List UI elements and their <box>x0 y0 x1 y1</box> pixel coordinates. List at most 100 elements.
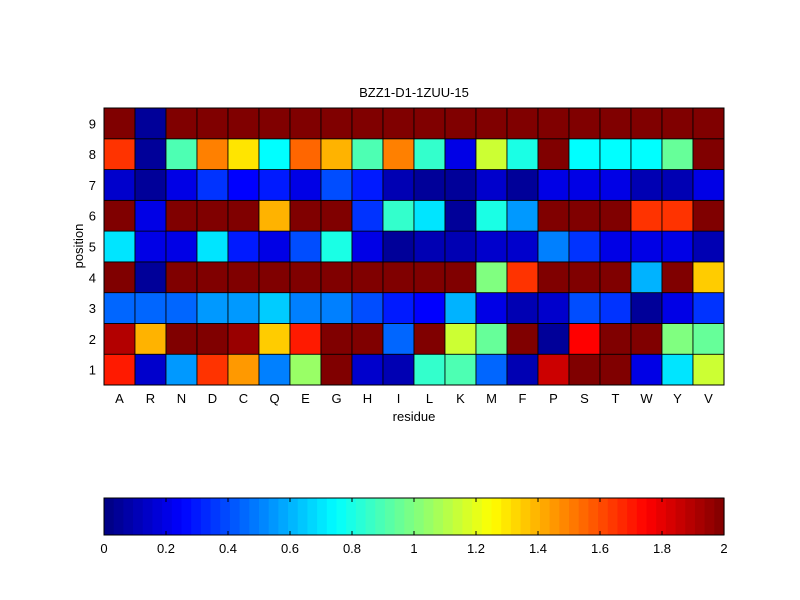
colorbar-segment <box>288 498 299 535</box>
heatmap-cell-Y-7 <box>661 169 694 201</box>
heatmap-cell-I-2 <box>382 323 415 355</box>
colorbar-segment <box>210 498 221 535</box>
heatmap-cell-N-5 <box>165 230 198 263</box>
heatmap-cell-F-8 <box>506 138 539 170</box>
colorbar-tick-label: 0 <box>100 541 107 556</box>
colorbar-segment <box>375 498 386 535</box>
heatmap-cell-A-4 <box>103 261 136 294</box>
heatmap-cell-Q-5 <box>258 230 291 263</box>
heatmap-cell-F-5 <box>506 230 539 263</box>
x-tick-label: M <box>486 391 497 406</box>
heatmap-cell-M-3 <box>475 292 508 324</box>
heatmap-cell-W-9 <box>630 107 663 140</box>
x-axis-label: residue <box>393 409 436 424</box>
chart-title: BZZ1-D1-1ZUU-15 <box>359 85 469 100</box>
colorbar-segment <box>539 498 551 535</box>
y-tick-label: 2 <box>89 332 96 347</box>
heatmap-cell-R-6 <box>134 199 167 232</box>
heatmap-cell-H-2 <box>351 323 384 355</box>
heatmap-cell-R-7 <box>134 169 167 201</box>
heatmap-cell-I-3 <box>382 292 415 324</box>
colorbar-segment <box>249 498 260 535</box>
colorbar-segment <box>510 498 522 535</box>
heatmap-cell-T-9 <box>599 107 632 140</box>
colorbar-segment <box>656 498 667 535</box>
y-tick-label: 7 <box>89 178 96 193</box>
colorbar-tick-label: 0.8 <box>343 541 361 556</box>
colorbar-segment <box>113 498 124 535</box>
colorbar-segment <box>549 498 560 535</box>
y-tick-label: 5 <box>89 240 96 255</box>
heatmap-cell-G-2 <box>320 323 353 355</box>
heatmap-cell-Q-3 <box>258 292 291 324</box>
heatmap-cell-P-9 <box>537 107 570 140</box>
heatmap-cell-Y-8 <box>661 138 694 170</box>
heatmap-cell-M-4 <box>475 261 508 294</box>
x-tick-label: E <box>301 391 310 406</box>
colorbar-tick-label: 0.2 <box>157 541 175 556</box>
heatmap-cell-N-8 <box>165 138 198 170</box>
colorbar-segment <box>346 498 357 535</box>
heatmap-cell-V-9 <box>692 107 725 140</box>
heatmap-cell-W-2 <box>630 323 663 355</box>
heatmap-cell-H-4 <box>351 261 384 294</box>
colorbar-segment <box>239 498 250 535</box>
x-tick-label: A <box>115 391 124 406</box>
x-tick-label: K <box>456 391 465 406</box>
heatmap-cell-G-6 <box>320 199 353 232</box>
heatmap-cell-W-4 <box>630 261 663 294</box>
heatmap-cell-N-2 <box>165 323 198 355</box>
heatmap-cell-L-3 <box>413 292 446 324</box>
x-tick-label: P <box>549 391 558 406</box>
colorbar-segment <box>646 498 657 535</box>
colorbar-segment <box>200 498 212 535</box>
heatmap-cell-L-7 <box>413 169 446 201</box>
heatmap-cell-K-8 <box>444 138 477 170</box>
heatmap-cell-N-3 <box>165 292 198 324</box>
heatmap-cell-C-6 <box>227 199 260 232</box>
heatmap-cell-I-5 <box>382 230 415 263</box>
heatmap-cell-S-2 <box>568 323 601 355</box>
colorbar-segment <box>665 498 677 535</box>
heatmap-cell-K-7 <box>444 169 477 201</box>
x-tick-label: S <box>580 391 589 406</box>
heatmap-cell-H-8 <box>351 138 384 170</box>
heatmap-cell-E-6 <box>289 199 322 232</box>
heatmap-cell-K-4 <box>444 261 477 294</box>
heatmap-cell-M-2 <box>475 323 508 355</box>
colorbar-segment <box>443 498 454 535</box>
heatmap-cell-T-5 <box>599 230 632 263</box>
colorbar-segment <box>104 498 115 535</box>
heatmap-cell-V-7 <box>692 169 725 201</box>
heatmap-cell-D-7 <box>196 169 229 201</box>
colorbar-segment <box>559 498 570 535</box>
heatmap-cell-N-6 <box>165 199 198 232</box>
colorbar <box>104 498 725 535</box>
colorbar-segment <box>694 498 706 535</box>
heatmap-cell-L-5 <box>413 230 446 263</box>
heatmap-cell-L-4 <box>413 261 446 294</box>
colorbar-tick-label: 1.6 <box>591 541 609 556</box>
colorbar-tick-label: 2 <box>720 541 727 556</box>
colorbar-segment <box>162 498 173 535</box>
heatmap-cell-A-1 <box>103 353 136 386</box>
heatmap-cell-A-3 <box>103 292 136 324</box>
heatmap-cell-F-1 <box>506 353 539 386</box>
heatmap-cell-W-5 <box>630 230 663 263</box>
heatmap-cell-P-3 <box>537 292 570 324</box>
colorbar-segment <box>704 498 715 535</box>
colorbar-segment <box>152 498 163 535</box>
heatmap-cell-T-4 <box>599 261 632 294</box>
heatmap-cell-C-8 <box>227 138 260 170</box>
heatmap-cell-A-5 <box>103 230 136 263</box>
heatmap-cell-N-1 <box>165 353 198 386</box>
heatmap-cell-Y-5 <box>661 230 694 263</box>
colorbar-tick-label: 1.4 <box>529 541 547 556</box>
y-tick-label: 1 <box>89 363 96 378</box>
heatmap-cell-C-2 <box>227 323 260 355</box>
x-tick-label: W <box>640 391 653 406</box>
heatmap-cell-D-3 <box>196 292 229 324</box>
heatmap-cell-P-6 <box>537 199 570 232</box>
colorbar-segment <box>142 498 154 535</box>
